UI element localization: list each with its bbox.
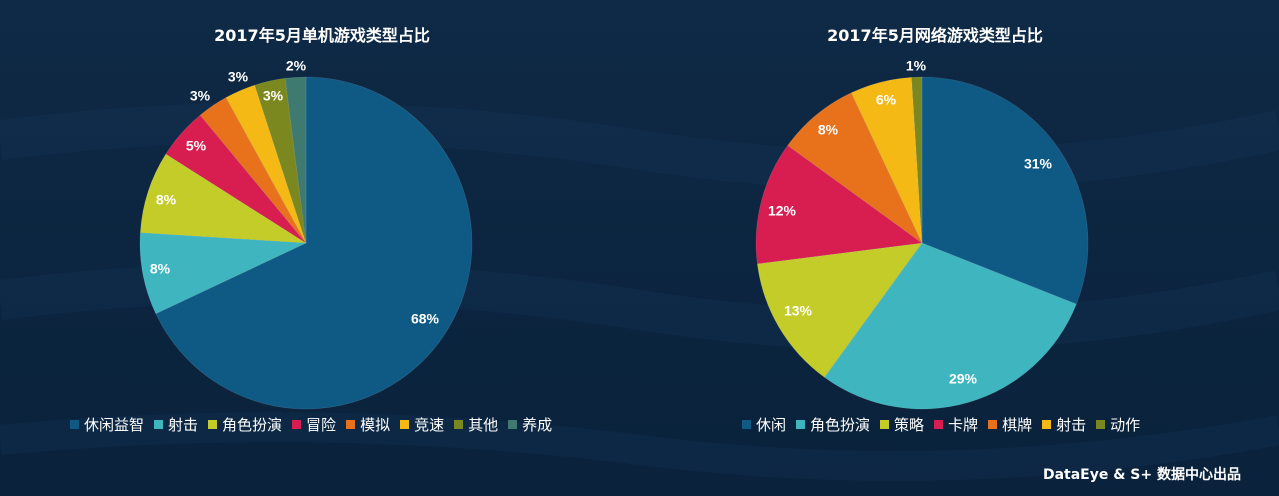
slice-percent-label: 3% [263, 88, 284, 104]
pie-slice-2 [824, 242, 1077, 410]
pie-slice-5 [787, 92, 923, 244]
legend-label: 射击 [168, 416, 199, 434]
slice-percent-label: 8% [818, 122, 839, 138]
legend-swatch [988, 420, 998, 429]
legend-left: 休闲益智 射击 角色扮演 冒险 模拟 竞速 其他 养成 [70, 414, 562, 435]
legend-label: 休闲 [756, 416, 787, 434]
legend-label: 棋牌 [1002, 416, 1033, 434]
slice-percent-label: 5% [186, 138, 207, 154]
chart-title-right: 2017年5月网络游戏类型占比 [827, 26, 1043, 45]
slice-percent-label: 68% [411, 311, 440, 327]
legend-swatch [508, 420, 518, 429]
pie-slice-6 [850, 77, 923, 244]
legend-item: 射击 [154, 414, 198, 435]
legend-swatch [346, 420, 356, 429]
legend-label: 养成 [522, 416, 553, 434]
legend-item: 其他 [454, 414, 498, 435]
legend-item: 休闲益智 [70, 414, 144, 435]
legend-swatch [742, 420, 751, 429]
legend-item: 卡牌 [934, 414, 978, 435]
legend-swatch [70, 420, 79, 429]
slice-percent-label: 13% [784, 303, 813, 319]
legend-item: 竞速 [400, 414, 444, 435]
legend-swatch [796, 420, 806, 429]
legend-swatch [1096, 420, 1106, 429]
legend-item: 冒险 [292, 414, 336, 435]
pie-slice-3 [756, 242, 923, 378]
legend-label: 竞速 [414, 416, 445, 434]
pie-slice-7 [254, 77, 307, 244]
legend-swatch [400, 420, 410, 429]
legend-label: 休闲益智 [84, 416, 145, 434]
pie-slice-4 [755, 145, 923, 265]
legend-swatch [934, 420, 944, 429]
pie-slice-7 [911, 76, 923, 244]
legend-swatch [880, 420, 890, 429]
legend-item: 射击 [1042, 414, 1086, 435]
pie-slice-3 [140, 153, 307, 244]
slice-percent-label: 6% [876, 92, 897, 108]
slice-percent-label: 2% [286, 58, 307, 74]
legend-item: 角色扮演 [208, 414, 282, 435]
legend-swatch [208, 420, 218, 429]
slice-percent-label: 3% [190, 88, 211, 104]
legend-swatch [1042, 420, 1052, 429]
pie-slice-4 [165, 114, 307, 244]
pie-slice-1 [155, 76, 473, 410]
legend-label: 其他 [468, 416, 499, 434]
legend-label: 射击 [1056, 416, 1087, 434]
legend-swatch [454, 420, 464, 429]
legend-item: 模拟 [346, 414, 390, 435]
slice-percent-label: 29% [949, 371, 978, 387]
pie-slice-5 [199, 97, 307, 244]
legend-item: 休闲 [742, 414, 786, 435]
chart-title-left: 2017年5月单机游戏类型占比 [214, 26, 430, 45]
legend-label: 角色扮演 [222, 416, 283, 434]
legend-label: 角色扮演 [810, 416, 871, 434]
legend-label: 冒险 [306, 416, 337, 434]
slice-percent-label: 1% [906, 58, 927, 74]
legend-label: 策略 [894, 416, 925, 434]
legend-item: 策略 [880, 414, 924, 435]
legend-item: 动作 [1096, 414, 1140, 435]
pie-slice-6 [225, 84, 307, 244]
slice-percent-label: 8% [150, 261, 171, 277]
slice-percent-label: 12% [768, 203, 797, 219]
legend-item: 角色扮演 [796, 414, 870, 435]
pie-slice-1 [921, 76, 1089, 305]
legend-item: 养成 [508, 414, 552, 435]
slice-percent-label: 31% [1024, 156, 1053, 172]
legend-item: 棋牌 [988, 414, 1032, 435]
legend-swatch [292, 420, 302, 429]
source-credit: DataEye & S+ 数据中心出品 [1042, 467, 1241, 483]
legend-label: 模拟 [360, 416, 391, 434]
pie-slice-8 [284, 76, 307, 244]
pie-slice-2 [139, 232, 307, 315]
legend-swatch [154, 420, 164, 429]
legend-right: 休闲 角色扮演 策略 卡牌 棋牌 射击 动作 [742, 414, 1150, 435]
legend-label: 卡牌 [948, 416, 979, 434]
slice-percent-label: 8% [156, 192, 177, 208]
slice-percent-label: 3% [228, 69, 249, 85]
legend-label: 动作 [1110, 416, 1141, 434]
